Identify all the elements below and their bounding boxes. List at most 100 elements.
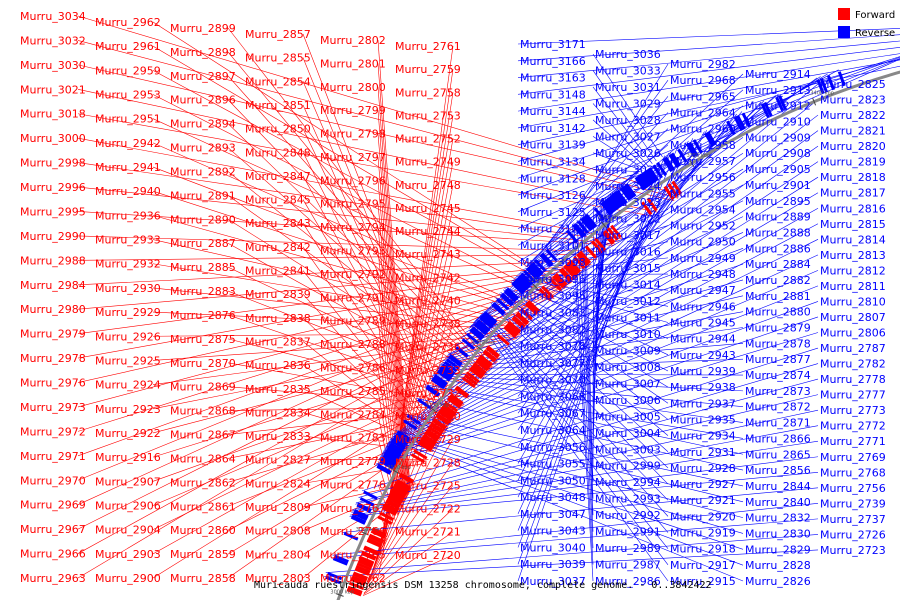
- reverse-leader-line: [383, 192, 819, 451]
- forward-gene-label: Murru_2766: [320, 525, 386, 538]
- forward-gene-label: Murru_2738: [395, 318, 461, 331]
- reverse-gene-block: [763, 101, 773, 117]
- reverse-gene-block: [741, 112, 751, 128]
- forward-gene-label: Murru_2933: [95, 234, 161, 247]
- forward-leader-line: [77, 266, 589, 359]
- reverse-gene-block: [432, 376, 446, 389]
- forward-gene-block: [606, 227, 619, 241]
- reverse-gene-label: Murru_3142: [520, 122, 586, 135]
- scale-tick-label: 3400 kbp: [810, 90, 834, 96]
- reverse-gene-block: [393, 435, 408, 446]
- reverse-leader-line: [592, 168, 641, 173]
- reverse-gene-block: [381, 455, 397, 466]
- forward-gene-block: [578, 250, 592, 264]
- forward-leader-line: [77, 211, 614, 246]
- reverse-gene-label: Murru_2873: [745, 385, 811, 398]
- forward-leader-line: [77, 162, 619, 242]
- reverse-gene-label: Murru_3101: [520, 239, 586, 252]
- reverse-gene-block: [357, 502, 372, 512]
- forward-leader-line: [152, 334, 521, 361]
- reverse-gene-label: Murru_2920: [670, 510, 736, 523]
- reverse-gene-label: Murru_3077: [520, 357, 586, 370]
- reverse-gene-block: [503, 290, 517, 303]
- reverse-gene-block: [566, 229, 579, 244]
- reverse-gene-label: Murru_2816: [820, 202, 886, 215]
- reverse-gene-block: [706, 131, 717, 146]
- reverse-gene-block: [515, 277, 528, 291]
- reverse-gene-label: Murru_2817: [820, 187, 886, 200]
- forward-gene-block: [368, 533, 384, 543]
- reverse-leader-line: [517, 58, 900, 162]
- forward-leader-line: [152, 94, 555, 300]
- reverse-leader-line: [431, 376, 744, 408]
- reverse-gene-label: Murru_2949: [670, 252, 736, 265]
- forward-gene-label: Murru_2855: [245, 52, 311, 65]
- scale-tick: [392, 469, 400, 475]
- forward-gene-label: Murru_2869: [170, 381, 236, 394]
- reverse-leader-line: [517, 47, 900, 95]
- reverse-gene-block: [469, 328, 483, 341]
- forward-gene-label: Murru_2894: [170, 118, 236, 131]
- reverse-gene-label: Murru_2840: [745, 496, 811, 509]
- forward-gene-block: [538, 288, 552, 302]
- reverse-gene-block: [482, 312, 497, 325]
- forward-gene-label: Murru_2883: [170, 285, 236, 298]
- reverse-gene-block: [677, 148, 688, 163]
- forward-gene-label: Murru_2980: [20, 303, 86, 316]
- reverse-gene-block: [377, 463, 392, 474]
- reverse-gene-label: Murru_2952: [670, 220, 736, 233]
- forward-gene-label: Murru_3032: [20, 34, 86, 47]
- reverse-leader-line: [349, 471, 819, 517]
- forward-gene-block: [351, 575, 367, 584]
- forward-gene-label: Murru_2841: [245, 265, 311, 278]
- forward-gene-label: Murru_2851: [245, 99, 311, 112]
- reverse-gene-label: Murru_2825: [820, 78, 886, 91]
- reverse-gene-block: [580, 217, 593, 232]
- forward-gene-label: Murru_2979: [20, 328, 86, 341]
- reverse-leader-line: [352, 425, 819, 512]
- reverse-leader-line: [517, 155, 665, 582]
- reverse-gene-block: [390, 439, 406, 450]
- forward-gene-label: Murru_2864: [170, 452, 236, 465]
- forward-gene-label: Murru_2797: [320, 151, 386, 164]
- reverse-gene-label: Murru_2914: [745, 68, 811, 81]
- reverse-leader-line: [517, 115, 735, 414]
- forward-gene-label: Murru_2971: [20, 450, 86, 463]
- reverse-gene-label: Murru_2905: [745, 163, 811, 176]
- reverse-leader-line: [592, 103, 649, 167]
- reverse-gene-block: [644, 169, 656, 184]
- forward-gene-label: Murru_2969: [20, 499, 86, 512]
- forward-gene-label: Murru_2896: [170, 94, 236, 107]
- reverse-gene-label: Murru_3125: [520, 206, 586, 219]
- reverse-gene-block: [388, 443, 404, 454]
- forward-gene-block: [419, 438, 434, 450]
- reverse-gene-label: Murru_3171: [520, 38, 586, 51]
- forward-gene-block: [367, 537, 383, 547]
- forward-leader-line: [227, 123, 488, 375]
- forward-gene-label: Murru_2916: [95, 451, 161, 464]
- reverse-gene-block: [775, 96, 785, 112]
- forward-gene-block: [565, 262, 579, 276]
- reverse-gene-label: Murru_3048: [520, 491, 586, 504]
- reverse-gene-label: Murru_2822: [820, 109, 886, 122]
- forward-gene-label: Murru_2942: [95, 137, 161, 150]
- legend-reverse-label: Reverse: [855, 28, 895, 39]
- reverse-gene-label: Murru_2999: [595, 460, 661, 473]
- forward-leader-line: [152, 142, 541, 314]
- reverse-gene-label: Murru_3014: [595, 279, 661, 292]
- reverse-leader-line: [460, 184, 744, 339]
- forward-leader-line: [152, 345, 511, 458]
- forward-gene-label: Murru_2890: [170, 213, 236, 226]
- reverse-gene-label: Murru_2992: [595, 509, 661, 522]
- reverse-leader-line: [490, 302, 669, 485]
- scale-tick: [476, 345, 484, 352]
- scale-tick-label: 3250 kbp: [528, 278, 552, 284]
- reverse-leader-line: [517, 59, 900, 129]
- forward-gene-block: [477, 357, 491, 369]
- forward-leader-line: [152, 287, 527, 329]
- reverse-gene-block: [638, 173, 650, 188]
- forward-gene-label: Murru_2903: [95, 548, 161, 561]
- reverse-gene-label: Murru_2806: [820, 327, 886, 340]
- forward-gene-block: [352, 571, 369, 580]
